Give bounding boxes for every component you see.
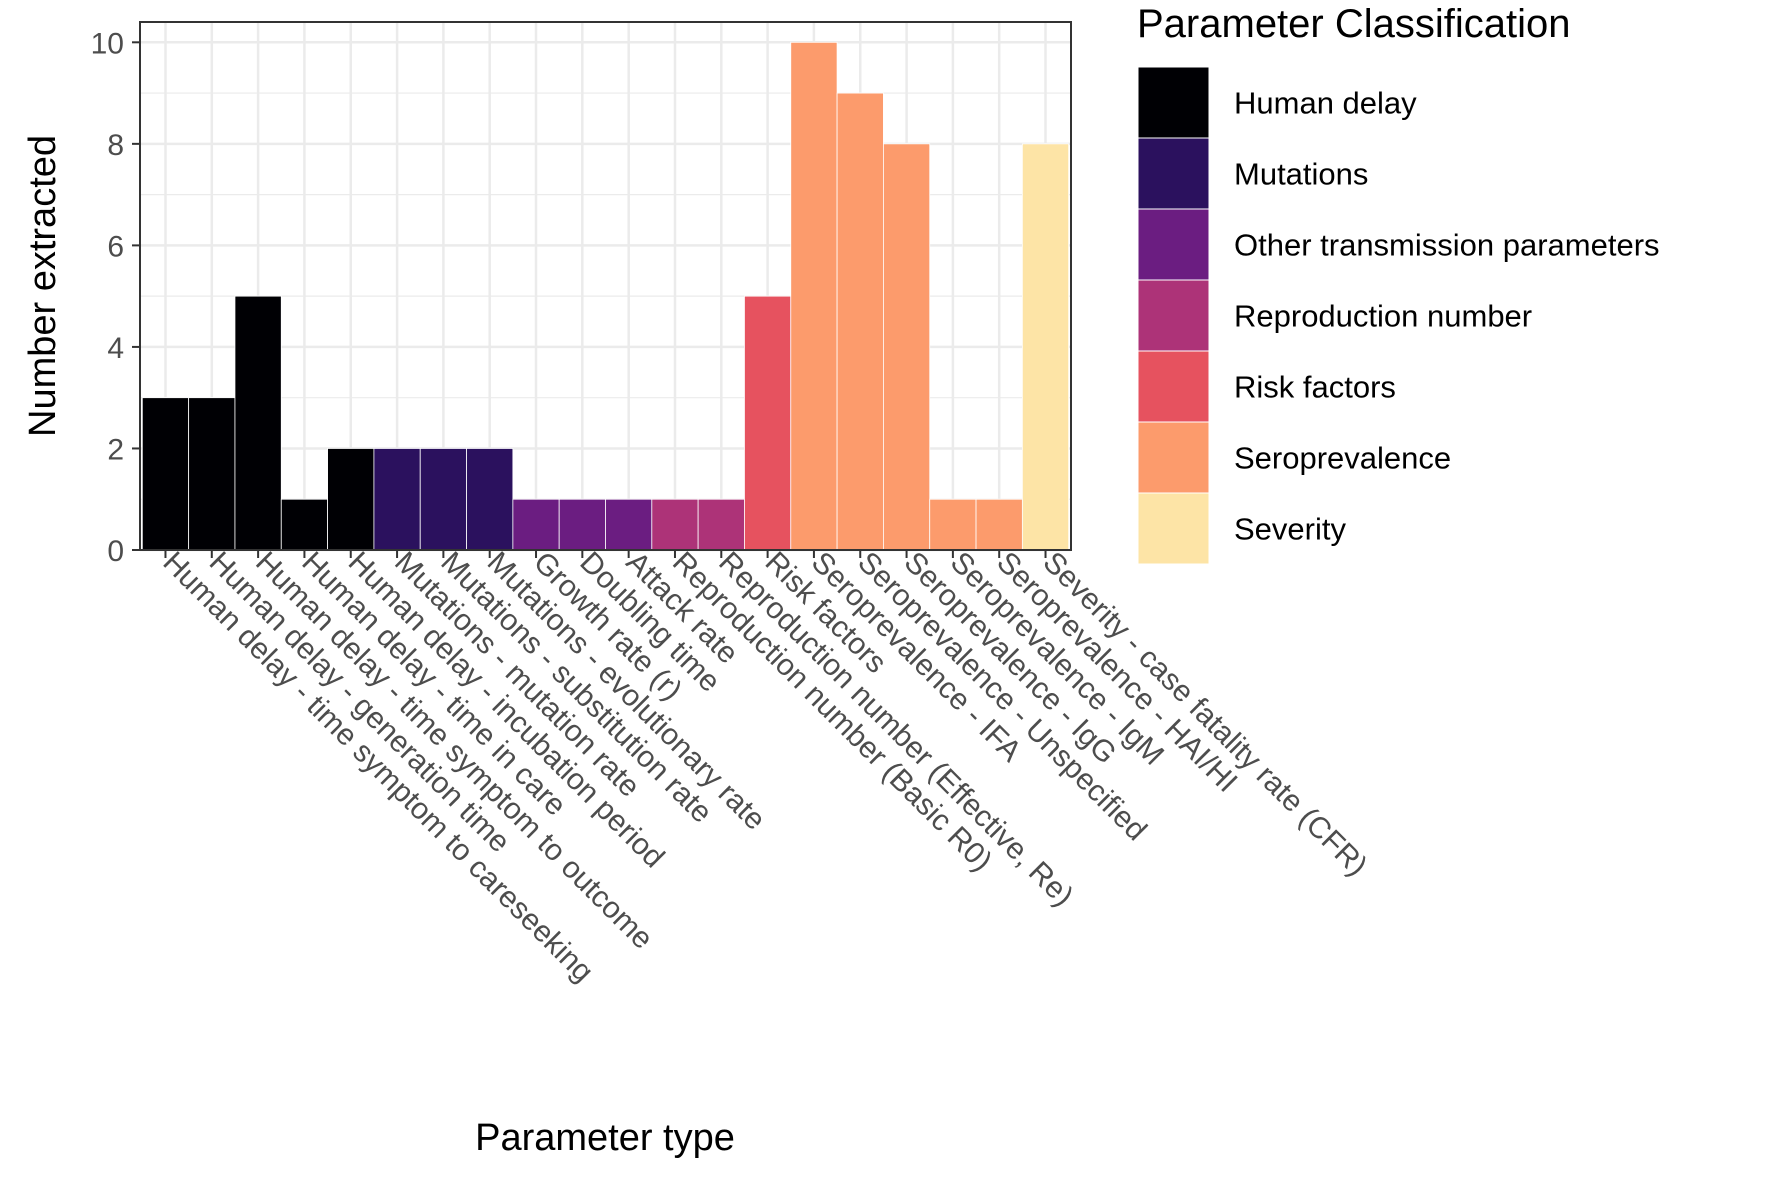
bar (558, 498, 606, 551)
legend-label: Risk factors (1234, 370, 1396, 405)
legend-item: Human delay (1137, 66, 1417, 139)
legend-label: Human delay (1234, 86, 1417, 121)
legend-items: Human delay Mutations Other transmission p… (1137, 66, 1660, 565)
x-axis-title: Parameter type (475, 1117, 735, 1159)
bar (280, 498, 328, 551)
bar (790, 41, 838, 551)
bar (929, 498, 977, 551)
bar (883, 143, 931, 551)
legend-label: Reproduction number (1234, 299, 1532, 334)
legend-label: Severity (1234, 512, 1346, 547)
bar (419, 448, 467, 551)
legend-title: Parameter Classification (1137, 2, 1571, 46)
legend-item: Reproduction number (1137, 279, 1532, 352)
bar (373, 448, 421, 551)
legend-item: Other transmission parameters (1137, 208, 1660, 281)
y-tick-label: 0 (107, 535, 124, 568)
legend-swatch (1137, 279, 1210, 352)
y-tick-label: 4 (107, 332, 124, 365)
bar (141, 397, 190, 551)
bar (697, 498, 745, 551)
y-tick-label: 6 (107, 230, 124, 263)
bar (512, 498, 560, 551)
legend: Parameter Classification Human delay Muta… (1137, 2, 1660, 565)
legend-swatch (1137, 208, 1210, 281)
bar (836, 92, 884, 551)
legend-item: Mutations (1137, 137, 1368, 210)
plot-panel-border (139, 21, 1072, 551)
bars (141, 41, 1070, 551)
y-tick-label: 10 (91, 27, 124, 60)
legend-swatch (1137, 350, 1210, 423)
y-tick-label: 2 (107, 433, 124, 466)
legend-item: Severity (1137, 492, 1346, 565)
legend-label: Mutations (1234, 157, 1368, 192)
bar (188, 397, 236, 551)
bar (327, 448, 375, 551)
legend-label: Other transmission parameters (1234, 228, 1660, 263)
bar (234, 295, 282, 551)
y-axis-title: Number extracted (22, 135, 64, 437)
bar (744, 295, 792, 551)
legend-swatch (1137, 66, 1210, 139)
bar (1021, 143, 1070, 551)
legend-swatch (1137, 137, 1210, 210)
legend-item: Seroprevalence (1137, 421, 1451, 494)
legend-swatch (1137, 421, 1210, 494)
bar (466, 448, 514, 551)
legend-swatch (1137, 492, 1210, 565)
bar (651, 498, 699, 551)
legend-label: Seroprevalence (1234, 441, 1451, 476)
legend-item: Risk factors (1137, 350, 1396, 423)
y-tick-label: 8 (107, 129, 124, 162)
bar (975, 498, 1023, 551)
bar (605, 498, 653, 551)
